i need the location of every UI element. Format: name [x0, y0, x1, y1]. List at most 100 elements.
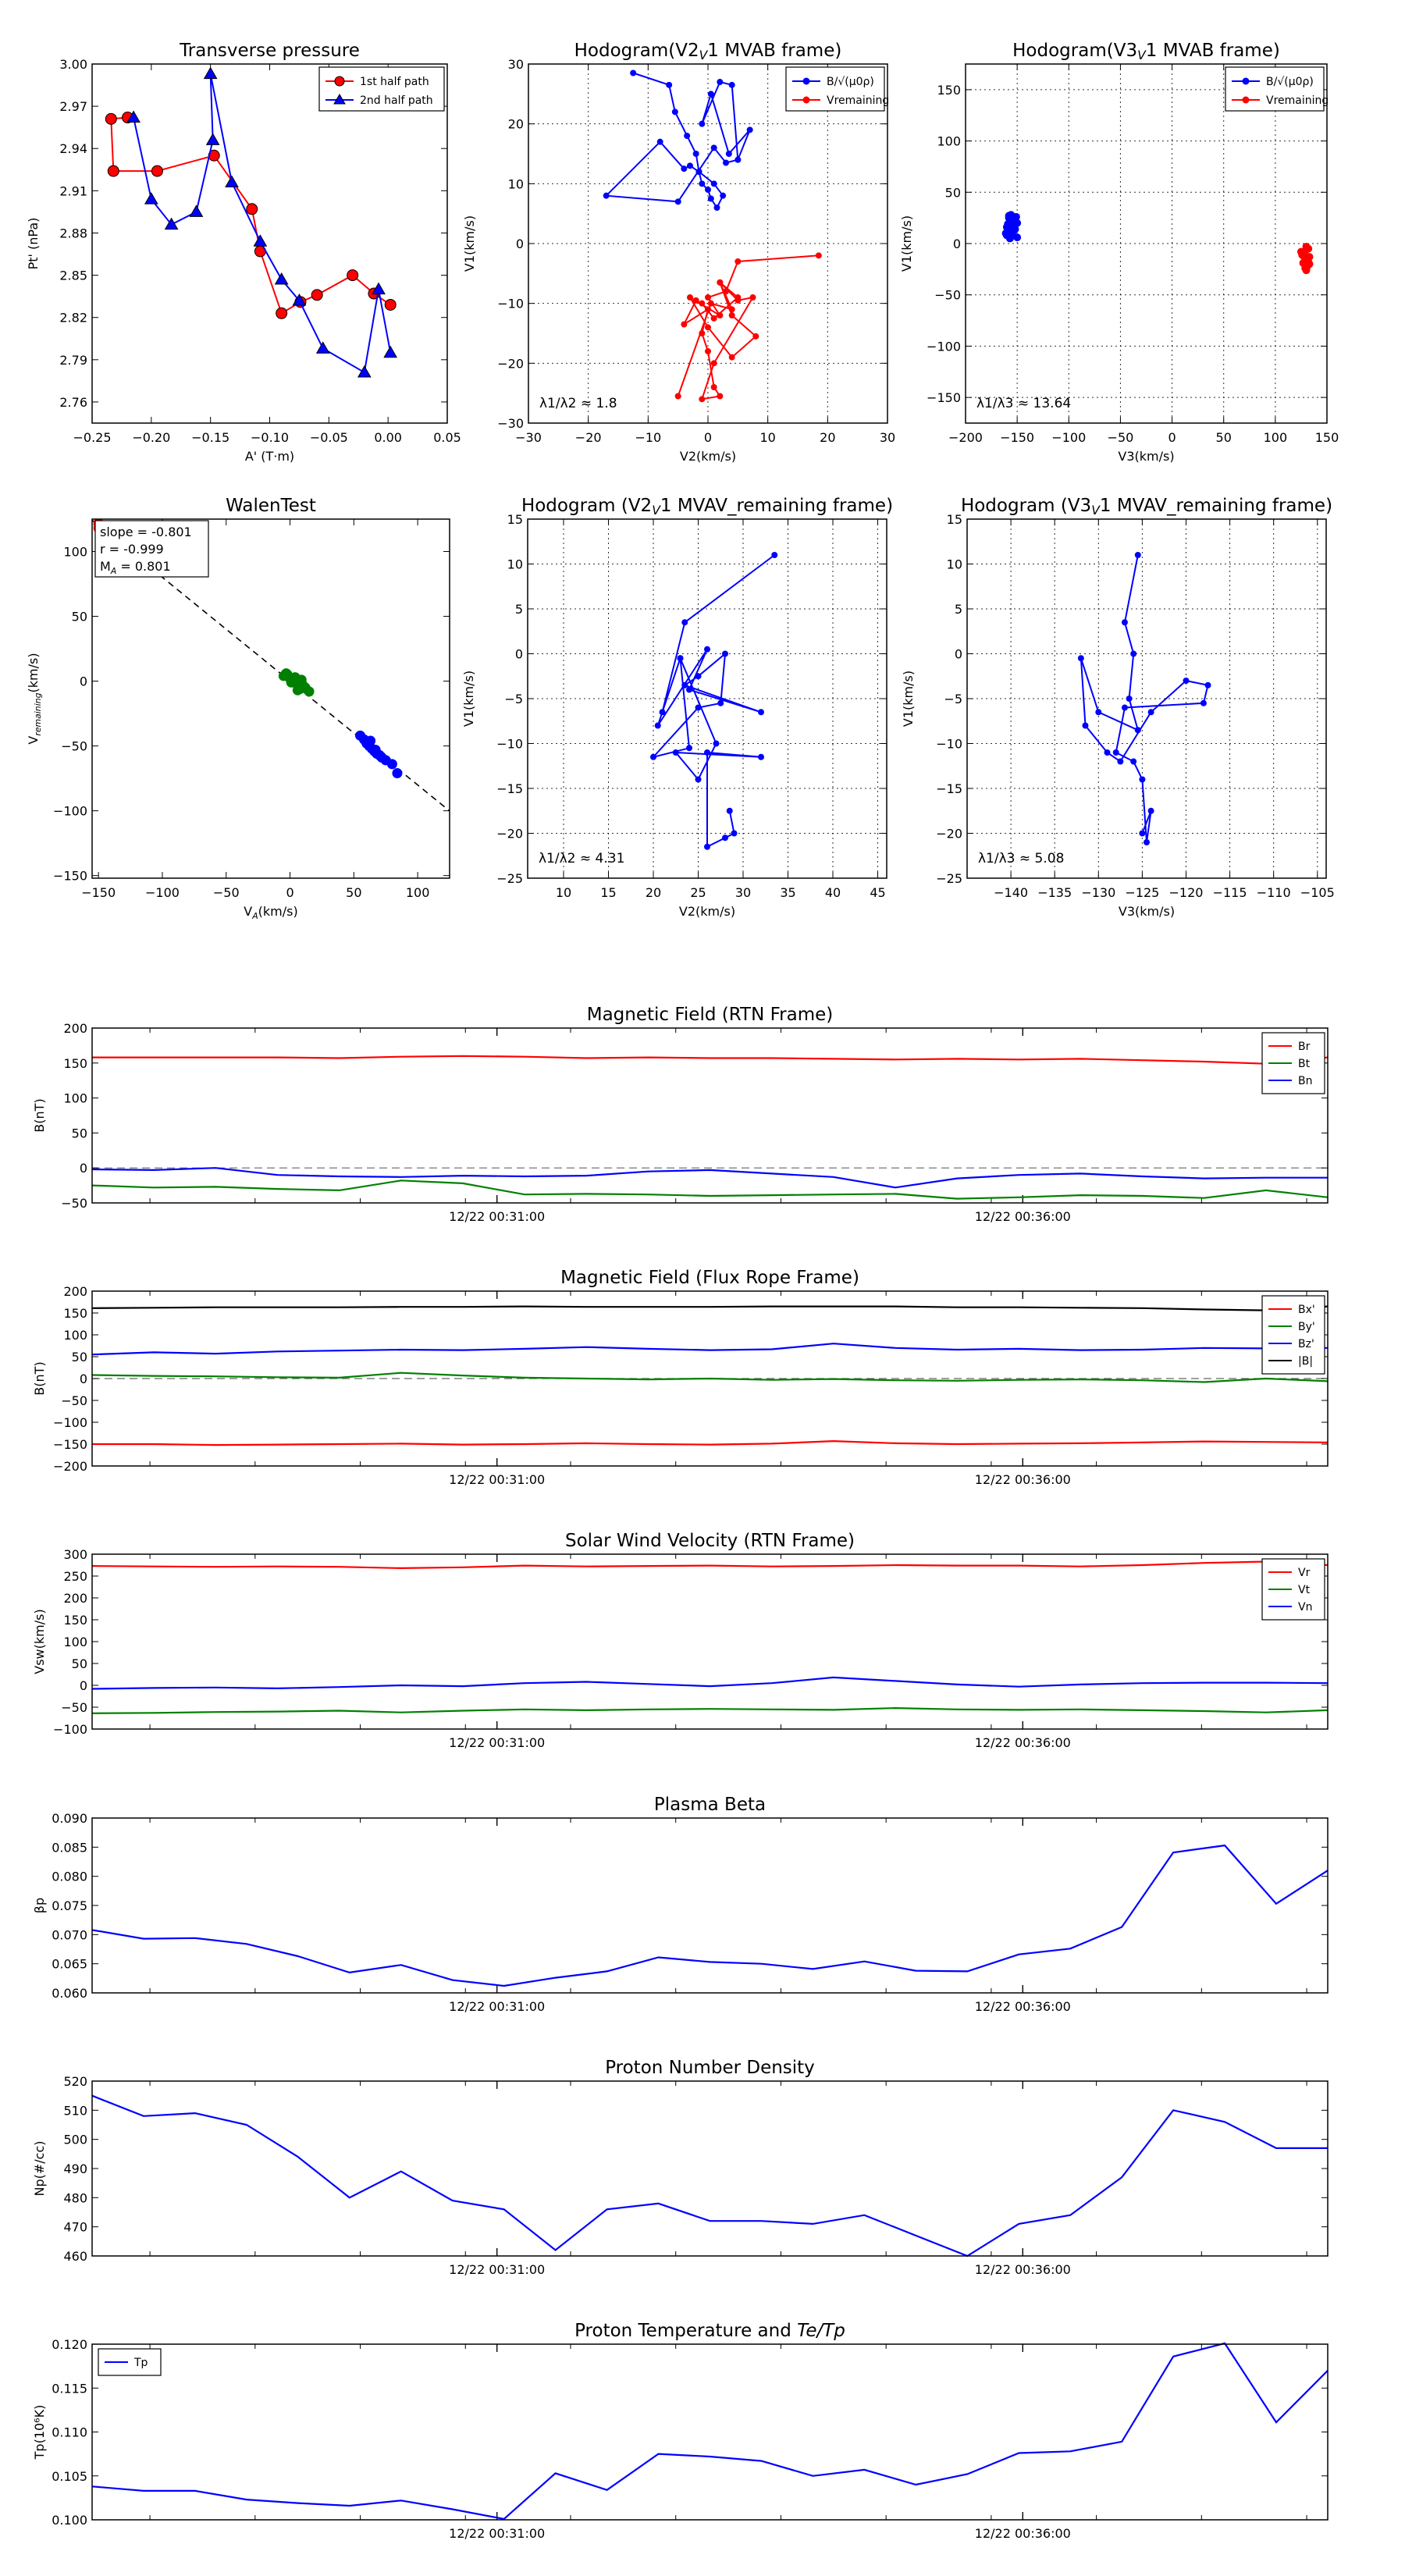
time-tick-label: 12/22 00:31:00: [449, 1735, 545, 1750]
data-point: [735, 297, 742, 304]
y-tick-label: 200: [63, 1591, 87, 1606]
y-tick-label: −50: [61, 1700, 87, 1715]
data-point: [686, 745, 692, 752]
data-point: [681, 321, 688, 328]
chart-title: Hodogram (V3V1 MVAV_remaining frame): [961, 496, 1332, 518]
data-point: [151, 165, 163, 177]
y-tick-label: −200: [53, 1459, 87, 1474]
data-point: [1134, 727, 1141, 734]
y-tick-label: 150: [937, 83, 961, 98]
data-point: [1002, 222, 1011, 231]
chart-panel-2: −200 −150 −100 −50 0 50 100 150 −150 −100 −50 0 50 10…: [899, 41, 1339, 464]
x-axis-label: A' (T·m): [245, 449, 294, 464]
annotation-line: r = -0.999: [100, 542, 164, 557]
y-tick-label: 50: [72, 610, 87, 624]
chart-panel-7: 12/22 00:31:00 12/22 00:36:00 −200 −150 −100…: [32, 1268, 1329, 1487]
series-line-1: [133, 73, 392, 374]
chart-panel-9: 12/22 00:31:00 12/22 00:36:00 0.060 0.065 0.…: [32, 1795, 1329, 2014]
y-tick-label: 0: [515, 647, 523, 662]
data-point: [735, 156, 742, 163]
x-axis-label: VA(km/s): [244, 904, 297, 921]
y-tick-label: 0: [80, 1161, 87, 1176]
time-tick-label: 12/22 00:31:00: [449, 2262, 545, 2277]
data-point: [717, 393, 724, 400]
data-point: [126, 110, 140, 123]
y-tick-label: 0.080: [52, 1870, 87, 1884]
axes-frame: [528, 63, 888, 424]
data-point: [1008, 218, 1017, 226]
y-tick-label: 2.91: [59, 183, 87, 198]
data-point: [695, 169, 702, 175]
legend-box: [1261, 1295, 1325, 1375]
x-tick-label: −130: [1081, 885, 1115, 900]
data-point: [1121, 704, 1128, 711]
x-tick-label: 15: [600, 885, 616, 900]
y-tick-label: 200: [63, 1284, 87, 1299]
data-point: [144, 192, 158, 205]
data-point: [1301, 254, 1310, 262]
data-point: [699, 120, 706, 127]
legend-label: B/√(μ0ρ): [827, 76, 874, 88]
data-point: [717, 699, 724, 706]
y-tick-label: −20: [496, 827, 523, 841]
y-tick-label: 150: [63, 1056, 87, 1071]
time-tick-label: 12/22 00:36:00: [975, 1209, 1071, 1224]
y-tick-label: 30: [508, 57, 524, 72]
y-tick-label: 50: [72, 1126, 87, 1140]
x-tick-label: −120: [1169, 885, 1204, 900]
data-point: [666, 81, 673, 88]
time-tick-label: 12/22 00:31:00: [449, 1999, 545, 2014]
y-axis-label: V1(km/s): [899, 215, 914, 272]
x-tick-label: −105: [1300, 885, 1335, 900]
data-point: [189, 205, 204, 217]
x-tick-label: −140: [994, 885, 1028, 900]
data-point: [1112, 749, 1119, 756]
data-point: [1130, 758, 1137, 765]
data-point: [315, 341, 330, 354]
axes-frame: [91, 2080, 1329, 2257]
y-tick-label: 15: [507, 512, 523, 527]
data-point: [728, 306, 735, 313]
data-point: [692, 151, 699, 157]
y-tick-label: 0.060: [52, 1986, 87, 2001]
y-tick-label: 50: [945, 185, 961, 200]
series-line-By': [91, 1372, 1329, 1383]
x-tick-label: −115: [1213, 885, 1247, 900]
data-point: [372, 282, 386, 295]
data-point: [1144, 839, 1150, 845]
y-tick-label: −10: [497, 297, 524, 311]
y-tick-label: 0: [80, 1372, 87, 1386]
data-point: [1139, 776, 1146, 783]
y-tick-label: 0.070: [52, 1927, 87, 1942]
y-tick-label: 300: [63, 1547, 87, 1562]
data-point: [710, 180, 717, 187]
data-point: [705, 187, 711, 193]
y-tick-label: −15: [496, 781, 523, 796]
plot-area: [650, 552, 778, 850]
x-tick-label: −100: [145, 885, 180, 900]
chart-panel-10: 12/22 00:31:00 12/22 00:36:00 460 470 480 490…: [32, 2058, 1329, 2277]
axes-frame: [527, 518, 887, 879]
y-tick-label: 500: [63, 2133, 87, 2147]
data-point: [383, 345, 398, 358]
chart-panel-4: 10 15 20 25 30 35 40 45−25−20−15−10−5051015Hodo…: [461, 496, 893, 919]
data-point: [746, 126, 753, 133]
data-point: [710, 315, 717, 322]
x-tick-label: −0.20: [132, 430, 170, 445]
legend-label: 2nd half path: [360, 94, 433, 107]
data-point: [274, 272, 289, 285]
x-tick-label: 25: [690, 885, 706, 900]
data-point: [603, 192, 610, 199]
data-point: [681, 165, 688, 173]
time-tick-label: 12/22 00:36:00: [975, 1735, 1071, 1750]
axes-frame: [91, 63, 448, 424]
x-tick-label: 50: [346, 885, 361, 900]
data-point: [699, 300, 706, 307]
y-tick-label: 10: [508, 176, 524, 191]
data-point: [246, 203, 258, 215]
data-point: [672, 749, 679, 756]
data-point: [695, 673, 702, 680]
time-tick-label: 12/22 00:31:00: [449, 1209, 545, 1224]
y-tick-label: 5: [515, 602, 523, 617]
data-point: [728, 81, 735, 88]
